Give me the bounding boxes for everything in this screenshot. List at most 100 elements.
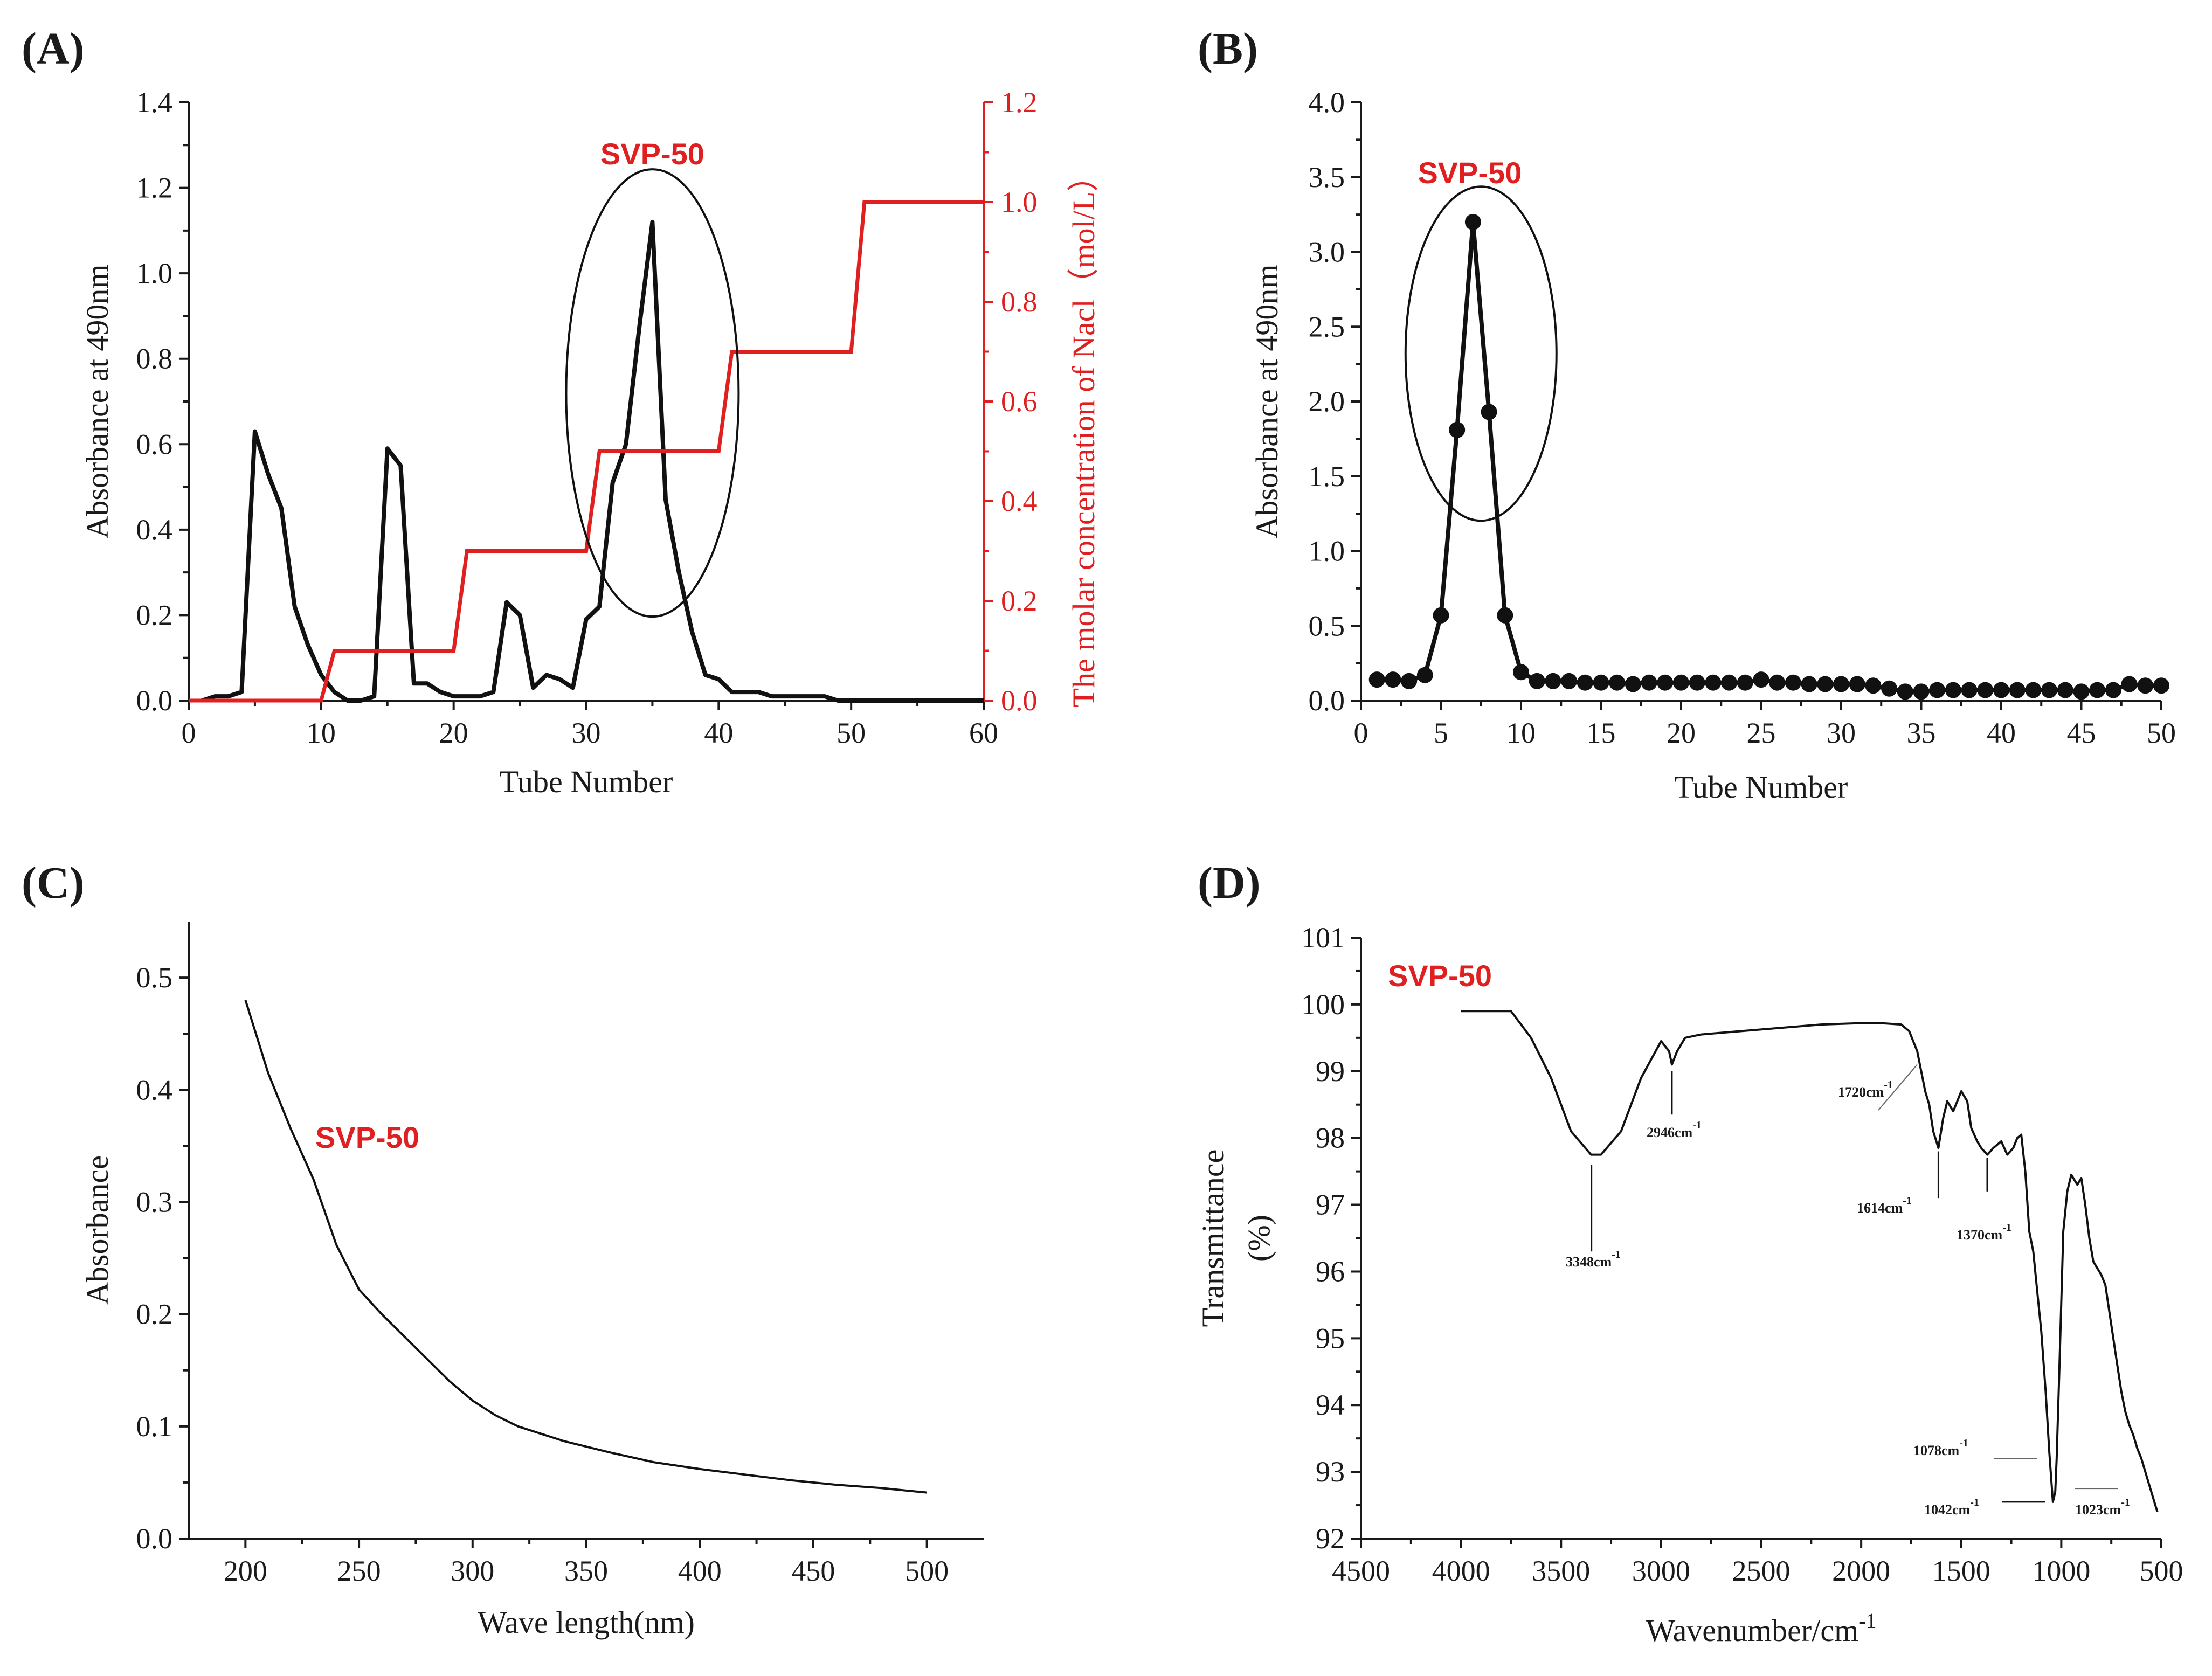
data-point bbox=[1577, 674, 1593, 691]
x-tick-label: 5 bbox=[1434, 717, 1448, 749]
data-point bbox=[1705, 674, 1722, 691]
peak-label-1370: 1370cm-1 bbox=[1957, 1222, 2011, 1243]
x-tick-label: 50 bbox=[2147, 717, 2176, 749]
data-point bbox=[1913, 683, 1930, 700]
y2-tick-label: 0.8 bbox=[1001, 286, 1038, 318]
x-tick-label: 40 bbox=[704, 717, 733, 749]
y-tick-label: 4.0 bbox=[1309, 86, 1345, 119]
data-point bbox=[1401, 673, 1418, 689]
y-tick-label: 1.0 bbox=[136, 257, 173, 289]
x-tick-label: 500 bbox=[905, 1555, 949, 1587]
chart-panel-a: 0 10 20 30 40 50 600.00.20.40.60.81.01.21.40.0… bbox=[80, 86, 1101, 799]
x-tick-label: 25 bbox=[1747, 717, 1776, 749]
data-point bbox=[1433, 607, 1449, 624]
panel-c-label: (C) bbox=[22, 858, 85, 908]
y-tick-label: 0.4 bbox=[136, 514, 173, 546]
series-label-svp50: SVP-50 bbox=[1418, 156, 1522, 190]
panel-b-label: (B) bbox=[1198, 24, 1258, 74]
y2-tick-label: 0.0 bbox=[1001, 684, 1038, 717]
series-uv-line bbox=[244, 1000, 927, 1494]
y-tick-label: 1.5 bbox=[1309, 460, 1345, 493]
data-point bbox=[1593, 674, 1609, 691]
x-tick-label: 3000 bbox=[1632, 1555, 1690, 1587]
data-point bbox=[1497, 607, 1513, 624]
chart-panel-c: 200 250 300 350 400 450 500 0.0 0.1 0.2 0.3 0.4 0.5 W… bbox=[80, 922, 984, 1640]
data-point bbox=[1641, 674, 1657, 691]
y2-tick-label: 1.0 bbox=[1001, 186, 1038, 218]
x-tick-label: 500 bbox=[2140, 1555, 2183, 1587]
x-tick-label: 4500 bbox=[1332, 1555, 1390, 1587]
data-point bbox=[1368, 671, 1385, 688]
x-tick-label: 4000 bbox=[1432, 1555, 1490, 1587]
y-tick-label: 1.2 bbox=[136, 172, 173, 204]
peak-label-1023: 1023cm-1 bbox=[2075, 1497, 2130, 1518]
y2-tick-label: 1.2 bbox=[1001, 86, 1038, 119]
panel-a-label: (A) bbox=[22, 24, 85, 74]
x-tick-label: 40 bbox=[1987, 717, 2016, 749]
x-tick-label: 30 bbox=[572, 717, 601, 749]
y-tick-label: 0.5 bbox=[1309, 610, 1345, 642]
data-point bbox=[2153, 677, 2169, 694]
data-point bbox=[1817, 676, 1834, 692]
y-tick-label: 0.0 bbox=[1309, 684, 1345, 717]
y-tick-label: 92 bbox=[1316, 1522, 1345, 1555]
y-tick-label: 94 bbox=[1316, 1389, 1345, 1421]
x-tick-label: 0 bbox=[1354, 717, 1368, 749]
peak-highlight-ellipse bbox=[1404, 185, 1558, 522]
data-point bbox=[1513, 664, 1529, 681]
y2-tick-label: 0.6 bbox=[1001, 385, 1038, 418]
y-tick-label: 0.0 bbox=[136, 684, 173, 717]
y-tick-label: 0.2 bbox=[136, 1298, 173, 1331]
y-tick-label: 1.4 bbox=[136, 86, 173, 119]
data-point bbox=[1993, 682, 2009, 698]
data-point bbox=[1977, 682, 1994, 698]
data-point bbox=[1385, 671, 1401, 688]
y-tick-label: 98 bbox=[1316, 1122, 1345, 1154]
y2-axis-title: The molar concentration of Nacl（mol/L） bbox=[1066, 161, 1101, 708]
chart-panel-b: 0 5 10 15 20 25 30 35 40 45 50 0.0 0.5 1.0 1.5 2.0 2.5 3.… bbox=[1249, 86, 2176, 805]
data-point bbox=[2121, 676, 2138, 692]
y2-tick-label: 0.2 bbox=[1001, 585, 1038, 617]
x-tick-label: 250 bbox=[337, 1555, 381, 1587]
data-point bbox=[1833, 676, 1849, 692]
data-point bbox=[1449, 421, 1466, 438]
data-point bbox=[1416, 667, 1433, 683]
x-axis-title: Tube Number bbox=[1675, 770, 1848, 805]
data-point bbox=[1561, 673, 1578, 689]
data-point bbox=[1464, 214, 1481, 230]
y-tick-label: 0.1 bbox=[136, 1410, 173, 1443]
x-tick-label: 45 bbox=[2067, 717, 2096, 749]
y-tick-label: 0.8 bbox=[136, 343, 173, 375]
peak-label-3348: 3348cm-1 bbox=[1566, 1249, 1621, 1270]
x-tick-label: 300 bbox=[451, 1555, 494, 1587]
y-tick-label: 2.5 bbox=[1309, 310, 1345, 343]
y-tick-label: 0.3 bbox=[136, 1186, 173, 1218]
x-axis-title: Tube Number bbox=[500, 764, 673, 799]
data-point bbox=[2009, 682, 2026, 698]
peak-highlight-ellipse bbox=[565, 168, 740, 618]
data-point bbox=[1849, 676, 1865, 692]
data-point bbox=[2057, 682, 2073, 698]
series-label-svp50: SVP-50 bbox=[1388, 959, 1492, 993]
data-point bbox=[1529, 673, 1545, 689]
peak-label-1614: 1614cm-1 bbox=[1857, 1195, 1912, 1216]
peak-label-1720: 1720cm-1 bbox=[1838, 1079, 1893, 1100]
y-axis-title: Absorbance bbox=[80, 1155, 115, 1305]
data-point bbox=[2105, 682, 2121, 698]
x-tick-label: 15 bbox=[1587, 717, 1616, 749]
data-point bbox=[1609, 674, 1626, 691]
y-axis-title: Transmittance bbox=[1195, 1149, 1231, 1327]
data-point bbox=[2041, 682, 2058, 698]
series-label-svp50: SVP-50 bbox=[315, 1120, 419, 1154]
data-point bbox=[2025, 682, 2042, 698]
y-tick-label: 99 bbox=[1316, 1055, 1345, 1088]
x-tick-label: 450 bbox=[791, 1555, 835, 1587]
x-tick-label: 10 bbox=[1506, 717, 1536, 749]
x-tick-label: 35 bbox=[1907, 717, 1936, 749]
peak-label-2946: 2946cm-1 bbox=[1647, 1119, 1702, 1140]
y-tick-label: 96 bbox=[1316, 1255, 1345, 1287]
data-point bbox=[1769, 674, 1786, 691]
x-tick-label: 3500 bbox=[1532, 1555, 1590, 1587]
y-axis-title-unit: (%) bbox=[1241, 1215, 1276, 1262]
